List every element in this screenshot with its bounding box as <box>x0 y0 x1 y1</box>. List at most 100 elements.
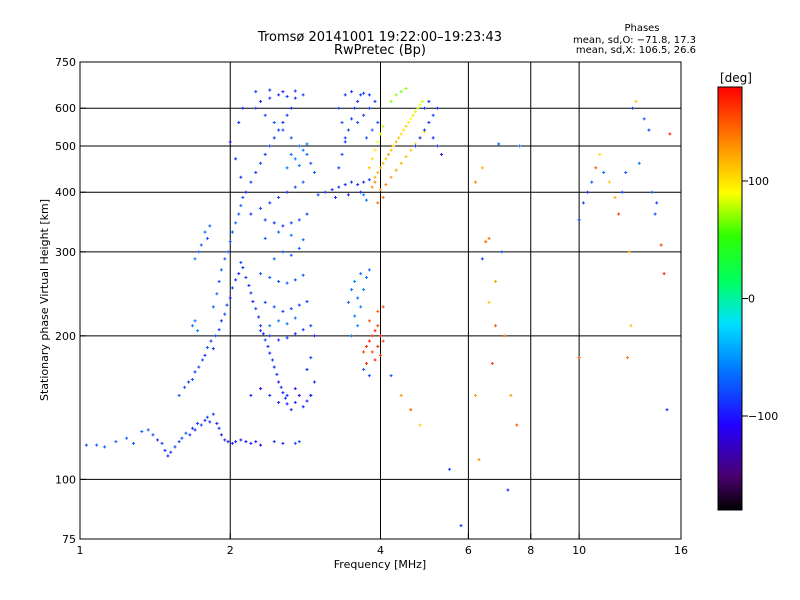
data-point <box>301 238 305 242</box>
data-point <box>257 315 261 319</box>
data-point <box>211 412 215 416</box>
data-point <box>285 336 289 340</box>
data-point <box>289 233 293 237</box>
stats-line-x: mean, sd,X: 106.5, 26.6 <box>576 45 696 56</box>
data-point <box>379 132 382 136</box>
y-axis-label: Stationary phase Virtual Height [km] <box>38 199 51 401</box>
data-point <box>365 276 369 280</box>
data-point <box>285 113 289 117</box>
data-point <box>362 193 366 197</box>
data-point <box>427 99 431 103</box>
data-point <box>193 370 197 374</box>
data-point <box>350 90 354 94</box>
data-point <box>217 426 221 430</box>
data-point <box>346 300 350 304</box>
data-point <box>376 201 380 205</box>
data-point <box>281 128 285 132</box>
data-point <box>268 334 272 338</box>
data-point <box>416 106 420 110</box>
data-point <box>373 180 377 184</box>
data-point <box>418 423 422 427</box>
data-point <box>244 276 248 280</box>
data-point <box>594 166 598 170</box>
data-point <box>381 195 385 199</box>
data-point <box>297 246 301 250</box>
data-point <box>201 358 205 362</box>
data-point <box>301 148 305 152</box>
data-point <box>234 440 238 444</box>
data-point <box>343 136 347 140</box>
data-point <box>263 338 267 342</box>
data-point <box>662 272 666 276</box>
data-point <box>389 175 393 179</box>
data-point <box>272 305 276 309</box>
data-point <box>241 266 245 270</box>
data-point <box>409 117 413 121</box>
data-point <box>272 257 276 261</box>
data-point <box>376 170 380 174</box>
data-point <box>259 206 263 210</box>
data-point <box>230 230 234 234</box>
data-point <box>305 152 309 156</box>
data-point <box>215 292 219 296</box>
data-point <box>617 212 621 216</box>
data-point <box>272 365 276 369</box>
data-point <box>215 421 219 425</box>
data-point <box>285 322 289 326</box>
data-point <box>169 450 173 454</box>
data-point <box>422 130 426 134</box>
data-point <box>203 230 207 234</box>
data-point <box>337 185 341 189</box>
data-point <box>629 324 633 328</box>
data-point <box>384 157 388 161</box>
chart-title: Tromsø 20141001 19:22:00–19:23:43 <box>257 30 502 45</box>
data-point <box>477 458 481 462</box>
data-point <box>409 408 413 412</box>
plot-area: 1 2 4 6 8 10 16 75 100 200 300 400 500 600 750 <box>55 56 688 557</box>
data-point <box>177 393 181 397</box>
data-point <box>389 99 393 103</box>
data-point <box>219 268 223 272</box>
data-point <box>285 281 289 285</box>
data-point <box>254 106 258 110</box>
data-point <box>389 148 393 152</box>
data-point <box>217 328 221 332</box>
colorbar-tick-label: 100 <box>748 175 769 188</box>
data-point <box>409 148 413 152</box>
data-point <box>281 224 285 228</box>
data-point <box>208 224 212 228</box>
data-point <box>249 441 253 445</box>
data-point <box>346 128 350 132</box>
data-point <box>487 300 491 304</box>
data-point <box>270 358 274 362</box>
data-point <box>333 195 337 199</box>
data-point <box>228 296 232 300</box>
data-point <box>297 303 301 307</box>
data-point <box>277 380 281 384</box>
data-point <box>297 144 301 148</box>
data-point <box>293 400 297 404</box>
data-point <box>254 307 258 311</box>
data-point <box>226 250 230 254</box>
data-point <box>190 324 194 328</box>
data-point <box>607 180 611 184</box>
data-point <box>309 161 313 165</box>
colorbar <box>717 86 743 511</box>
data-point <box>241 106 245 110</box>
data-point <box>205 236 209 240</box>
data-point <box>132 441 136 445</box>
data-point <box>281 309 285 313</box>
data-point <box>381 161 385 165</box>
data-point <box>156 438 160 442</box>
data-point <box>272 121 276 125</box>
data-point <box>183 385 187 389</box>
data-point <box>637 161 641 165</box>
data-point <box>370 350 374 354</box>
data-point <box>125 436 129 440</box>
data-point <box>620 190 624 194</box>
data-point <box>386 152 390 156</box>
data-point <box>484 240 488 244</box>
x-axis-ticks: 1 2 4 6 8 10 16 <box>77 533 688 557</box>
data-point <box>193 428 197 432</box>
data-point <box>239 175 243 179</box>
